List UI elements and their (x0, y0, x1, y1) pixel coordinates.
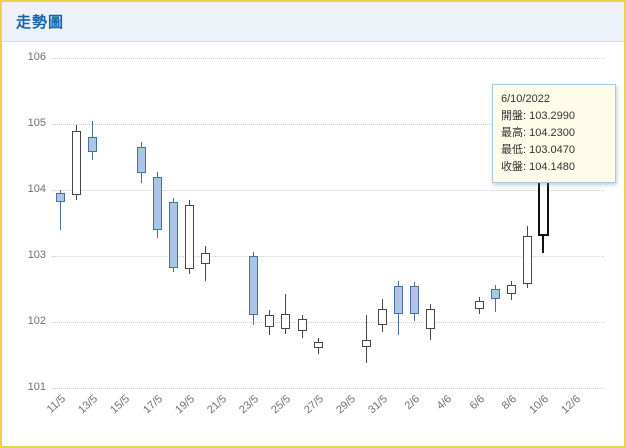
candle[interactable] (265, 315, 274, 328)
x-axis-label: 21/5 (205, 393, 230, 417)
candle[interactable] (153, 176, 162, 230)
candle[interactable] (72, 130, 81, 196)
candle[interactable] (298, 319, 307, 332)
tooltip-row: 開盤: 103.2990 (501, 110, 575, 122)
gridline (52, 256, 604, 257)
y-axis-label: 102 (27, 315, 46, 327)
x-axis-label: 25/5 (269, 393, 294, 417)
candle[interactable] (410, 285, 419, 315)
plot-area[interactable]: 6/10/2022 開盤: 103.2990 最高: 104.2300 最低: 10… (2, 42, 624, 444)
x-axis-label: 19/5 (172, 393, 197, 417)
x-axis-label: 10/6 (527, 393, 552, 417)
candle[interactable] (185, 204, 194, 270)
page-title: 走勢圖 (16, 14, 65, 31)
candle[interactable] (378, 308, 387, 326)
candle[interactable] (56, 193, 65, 202)
y-axis-label: 105 (27, 117, 46, 129)
candle[interactable] (538, 180, 549, 237)
y-axis-label: 101 (27, 381, 46, 393)
x-axis-label: 13/5 (76, 393, 101, 417)
candle-wick (60, 190, 61, 230)
gridline (52, 58, 604, 59)
candle[interactable] (314, 341, 323, 349)
tooltip-rows: 開盤: 103.2990 最高: 104.2300 最低: 103.0470 收盤: … (501, 108, 607, 176)
x-axis-label: 27/5 (301, 393, 326, 417)
tooltip-date: 6/10/2022 (501, 93, 550, 105)
x-axis-label: 17/5 (140, 393, 165, 417)
x-axis-label: 11/5 (44, 393, 69, 416)
y-axis-label: 103 (27, 249, 46, 261)
candle[interactable] (201, 252, 210, 264)
gridline (52, 322, 604, 323)
candle-wick (366, 315, 367, 363)
candle[interactable] (523, 236, 532, 284)
candle[interactable] (281, 314, 290, 329)
x-axis-label: 8/6 (499, 393, 519, 413)
gridline (52, 388, 604, 389)
candle[interactable] (475, 300, 484, 309)
x-axis-label: 12/6 (559, 393, 584, 417)
tooltip-row: 收盤: 104.1480 (501, 161, 575, 173)
candle[interactable] (249, 256, 258, 316)
gridline (52, 190, 604, 191)
x-axis-label: 6/6 (467, 393, 487, 413)
x-axis-label: 29/5 (333, 393, 358, 417)
candle[interactable] (491, 289, 500, 299)
candle[interactable] (362, 340, 371, 348)
candle[interactable] (394, 285, 403, 315)
candle[interactable] (507, 285, 516, 295)
chart-header: 走勢圖 (2, 2, 624, 42)
candle[interactable] (169, 201, 178, 268)
y-axis-label: 106 (27, 51, 46, 63)
candle[interactable] (426, 308, 435, 329)
tooltip: 6/10/2022 開盤: 103.2990 最高: 104.2300 最低: 10… (492, 84, 616, 183)
candle[interactable] (137, 147, 146, 174)
x-axis-label: 4/6 (435, 393, 455, 413)
gridline (52, 124, 604, 125)
y-axis-label: 104 (27, 183, 46, 195)
x-axis-label: 31/5 (366, 393, 391, 417)
x-axis-label: 2/6 (402, 393, 423, 413)
tooltip-row: 最高: 104.2300 (501, 127, 575, 139)
tooltip-row: 最低: 103.0470 (501, 144, 575, 156)
candle[interactable] (88, 137, 97, 153)
candle-wick (285, 294, 286, 334)
x-axis-label: 23/5 (237, 393, 262, 417)
x-axis-label: 15/5 (108, 393, 133, 417)
